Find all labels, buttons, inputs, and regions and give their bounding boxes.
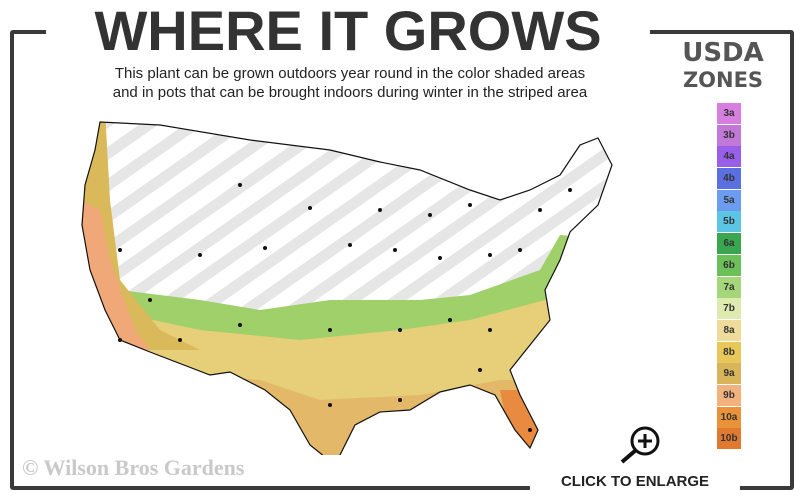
city-dot: [428, 213, 432, 217]
click-to-enlarge-button[interactable]: CLICK TO ENLARGE: [530, 466, 740, 500]
legend-zone-9b: 9b: [717, 384, 741, 406]
legend-zone-10b: 10b: [717, 428, 741, 450]
city-dot: [488, 328, 492, 332]
legend-zone-5b: 5b: [717, 211, 741, 233]
page-title: WHERE IT GROWS: [46, 0, 650, 62]
city-dot: [118, 248, 122, 252]
legend-zone-3b: 3b: [717, 124, 741, 146]
city-dot: [308, 206, 312, 210]
us-zone-map[interactable]: [70, 110, 615, 455]
city-dot: [238, 323, 242, 327]
city-dot: [178, 338, 182, 342]
city-dot: [468, 203, 472, 207]
city-dot: [478, 368, 482, 372]
city-dot: [263, 246, 267, 250]
city-dot: [518, 248, 522, 252]
city-dot: [398, 328, 402, 332]
city-dot: [198, 253, 202, 257]
city-dot: [348, 243, 352, 247]
legend-title: USDA ZONES: [660, 38, 786, 96]
copyright-watermark: © Wilson Bros Gardens: [22, 455, 245, 480]
city-dot: [148, 298, 152, 302]
city-dot: [328, 403, 332, 407]
subtitle-line-2: and in pots that can be brought indoors …: [112, 84, 588, 101]
subtitle: This plant can be grown outdoors year ro…: [40, 64, 660, 102]
legend-zone-8a: 8a: [717, 319, 741, 341]
zone-legend: 3a 3b 4a 4b 5a 5b 6a 6b 7a 7b 8a 8b 9a 9b 10a 10b: [717, 103, 741, 450]
magnifier-plus-icon[interactable]: [616, 424, 664, 464]
city-dot: [438, 256, 442, 260]
legend-zone-4b: 4b: [717, 168, 741, 190]
city-dot: [398, 398, 402, 402]
city-dot: [378, 208, 382, 212]
legend-zone-7b: 7b: [717, 298, 741, 320]
legend-zone-10a: 10a: [717, 406, 741, 428]
legend-zone-6a: 6a: [717, 233, 741, 255]
legend-zone-9a: 9a: [717, 363, 741, 385]
legend-zone-7a: 7a: [717, 276, 741, 298]
city-dot: [488, 253, 492, 257]
legend-zone-5a: 5a: [717, 189, 741, 211]
city-dot: [393, 248, 397, 252]
city-dot: [568, 188, 572, 192]
city-dot: [238, 183, 242, 187]
legend-zone-6b: 6b: [717, 254, 741, 276]
legend-title-line-1: USDA: [682, 38, 764, 68]
legend-zone-4a: 4a: [717, 146, 741, 168]
legend-zone-3a: 3a: [717, 103, 741, 124]
city-dot: [328, 328, 332, 332]
legend-zone-8b: 8b: [717, 341, 741, 363]
city-dot: [118, 338, 122, 342]
city-dot: [528, 428, 532, 432]
city-dot: [538, 208, 542, 212]
legend-title-line-2: ZONES: [682, 68, 764, 92]
subtitle-line-1: This plant can be grown outdoors year ro…: [114, 65, 586, 82]
city-dot: [448, 318, 452, 322]
